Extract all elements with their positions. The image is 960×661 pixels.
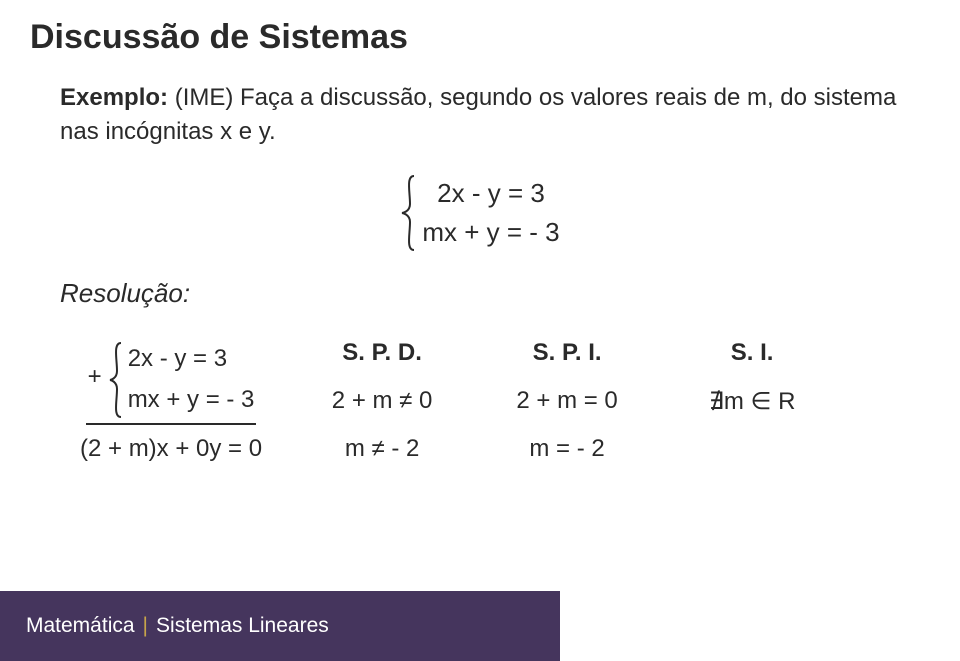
spi-row-1: 2 + m = 0: [516, 387, 617, 415]
spi-row-2: m = - 2: [529, 435, 604, 463]
footer-right: Sistemas Lineares: [156, 614, 329, 638]
system-line-2: mx + y = - 3: [422, 213, 559, 252]
spi-header: S. P. I.: [533, 339, 602, 367]
example-text: Exemplo: (IME) Faça a discussão, segundo…: [30, 81, 930, 148]
brace-icon: [400, 174, 418, 252]
resolution-label: Resolução:: [30, 278, 930, 309]
divider: [86, 423, 256, 425]
brace-icon: [108, 341, 124, 419]
col1-line-2: mx + y = - 3: [128, 380, 255, 421]
si-header: S. I.: [731, 339, 774, 367]
si-row-1: ∄m ∈ R: [709, 387, 796, 416]
page-title: Discussão de Sistemas: [30, 18, 930, 57]
footer-left: Matemática: [26, 614, 135, 638]
col-spd: S. P. D. 2 + m ≠ 0 m ≠ - 2: [317, 339, 447, 463]
system-top: 2x - y = 3 mx + y = - 3: [30, 174, 930, 252]
footer: Matemática | Sistemas Lineares: [0, 591, 560, 661]
col-spi: S. P. I. 2 + m = 0 m = - 2: [502, 339, 632, 463]
system-line-1: 2x - y = 3: [422, 174, 559, 213]
example-label: Exemplo:: [60, 84, 168, 111]
resolution-columns: + 2x - y = 3 mx + y = - 3 (2 + m)x + 0y …: [30, 339, 930, 463]
col-system-sum: + 2x - y = 3 mx + y = - 3 (2 + m)x + 0y …: [80, 339, 262, 463]
col1-result: (2 + m)x + 0y = 0: [80, 435, 262, 463]
spd-header: S. P. D.: [342, 339, 422, 367]
col1-line-1: 2x - y = 3: [128, 339, 255, 380]
col-si: S. I. ∄m ∈ R: [687, 339, 817, 416]
spd-row-1: 2 + m ≠ 0: [332, 387, 433, 415]
spd-row-2: m ≠ - 2: [345, 435, 420, 463]
footer-sep: |: [135, 614, 156, 638]
plus-icon: +: [88, 363, 102, 391]
example-body: (IME) Faça a discussão, segundo os valor…: [60, 84, 896, 145]
